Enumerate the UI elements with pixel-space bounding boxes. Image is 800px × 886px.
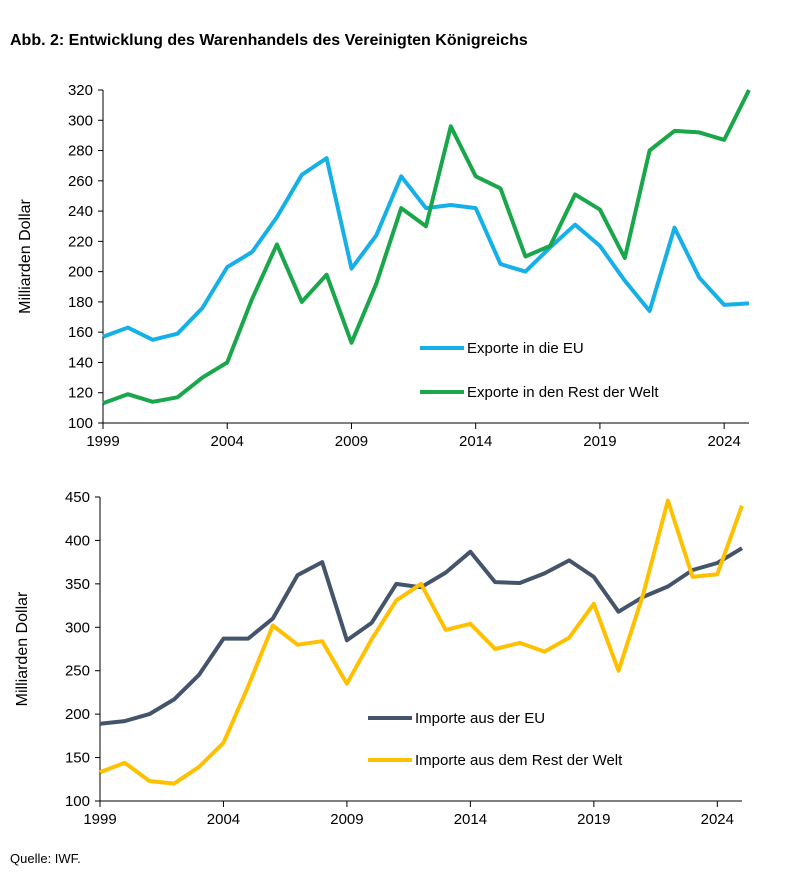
y-tick-label: 180 <box>68 294 93 311</box>
legend-label-2: Exporte in den Rest der Welt <box>467 384 659 401</box>
x-tick-label: 2024 <box>707 433 740 450</box>
y-tick-label: 240 <box>68 203 93 220</box>
series-line-1 <box>102 156 750 342</box>
y-tick-label: 150 <box>65 750 90 767</box>
x-tick-label: 2024 <box>701 811 734 828</box>
legend-label-2: Importe aus dem Rest der Welt <box>415 752 623 769</box>
series-line-2 <box>99 498 744 786</box>
chart-imports: 100 150 200 250 300 350 400 450 1999 2004 2009 2014… <box>14 489 744 828</box>
y-tick-label: 140 <box>68 354 93 371</box>
source-note: Quelle: IWF. <box>10 851 81 866</box>
legend-label-1: Exporte in die EU <box>467 340 584 357</box>
y-tick-label: 200 <box>65 706 90 723</box>
y-tick-label: 220 <box>68 233 93 250</box>
chart-exports: 100 120 140 160 180 200 220 240 260 280 300 320 1999… <box>17 82 751 450</box>
legend-label-1: Importe aus der EU <box>415 710 545 727</box>
x-tick-label: 1999 <box>83 811 116 828</box>
y-axis-title: Milliarden Dollar <box>14 591 31 706</box>
y-tick-label: 350 <box>65 576 90 593</box>
x-tick-label: 2019 <box>577 811 610 828</box>
y-tick-label: 280 <box>68 143 93 160</box>
y-tick-label: 300 <box>68 112 93 129</box>
x-tick-label: 2009 <box>330 811 363 828</box>
y-tick-label: 250 <box>65 663 90 680</box>
y-tick-label: 320 <box>68 82 93 99</box>
y-tick-label: 300 <box>65 619 90 636</box>
x-tick-label: 2009 <box>335 433 368 450</box>
y-tick-label: 120 <box>68 385 93 402</box>
x-tick-label: 2014 <box>454 811 487 828</box>
y-tick-label: 450 <box>65 489 90 506</box>
y-tick-label: 400 <box>65 532 90 549</box>
series-line-1 <box>99 546 744 726</box>
x-tick-label: 2004 <box>211 433 244 450</box>
x-tick-label: 2019 <box>583 433 616 450</box>
y-tick-label: 100 <box>65 793 90 810</box>
y-tick-label: 200 <box>68 264 93 281</box>
figure-title: Abb. 2: Entwicklung des Warenhandels des… <box>10 32 528 49</box>
x-tick-label: 2004 <box>207 811 240 828</box>
x-tick-label: 2014 <box>459 433 492 450</box>
series-line-2 <box>102 89 751 406</box>
y-tick-label: 260 <box>68 173 93 190</box>
y-tick-label: 100 <box>68 415 93 432</box>
y-axis-title: Milliarden Dollar <box>17 198 34 313</box>
y-tick-label: 160 <box>68 324 93 341</box>
x-tick-label: 1999 <box>86 433 119 450</box>
